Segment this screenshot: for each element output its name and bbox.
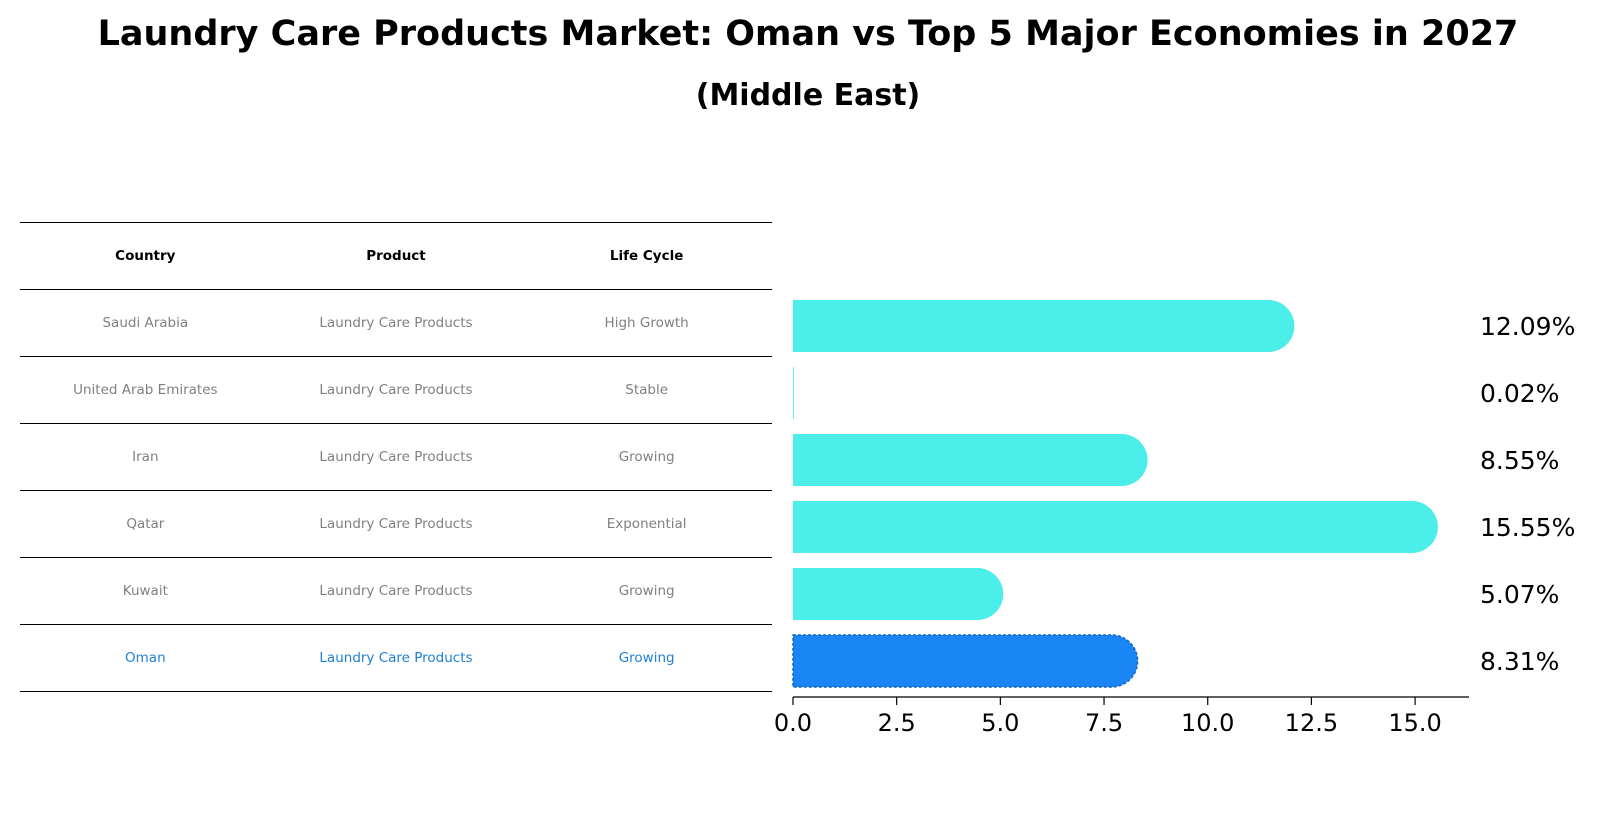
- value-label: 12.09%: [1480, 312, 1575, 341]
- x-tick-label: 15.0: [1388, 709, 1441, 737]
- cell-life-cycle: Stable: [625, 382, 669, 398]
- cell-country: Saudi Arabia: [102, 315, 189, 331]
- cell-product: Laundry Care Products: [319, 315, 473, 331]
- cell-product: Laundry Care Products: [319, 650, 473, 666]
- cell-life-cycle: Growing: [618, 650, 675, 666]
- value-label: 5.07%: [1480, 580, 1559, 609]
- cell-life-cycle: Growing: [618, 449, 675, 465]
- table-row: Qatar Laundry Care Products Exponential: [20, 491, 772, 558]
- cell-country: Oman: [125, 650, 166, 666]
- bar-kuwait: [793, 568, 1004, 620]
- cell-life-cycle: Exponential: [606, 516, 687, 532]
- cell-country: Kuwait: [122, 583, 168, 599]
- x-tick-label: 10.0: [1181, 709, 1234, 737]
- x-tick-label: 2.5: [878, 709, 916, 737]
- table-row: Saudi Arabia Laundry Care Products High …: [20, 290, 772, 357]
- table-row: Iran Laundry Care Products Growing: [20, 424, 772, 491]
- value-label: 8.55%: [1480, 446, 1559, 475]
- cell-product: Laundry Care Products: [319, 449, 473, 465]
- header-country: Country: [115, 248, 176, 264]
- table-row-highlighted: Oman Laundry Care Products Growing: [20, 625, 772, 692]
- cell-product: Laundry Care Products: [319, 583, 473, 599]
- table-row: Kuwait Laundry Care Products Growing: [20, 558, 772, 625]
- value-label: 15.55%: [1480, 513, 1575, 542]
- value-label: 0.02%: [1480, 379, 1559, 408]
- cell-life-cycle: Growing: [618, 583, 675, 599]
- table-row: United Arab Emirates Laundry Care Produc…: [20, 357, 772, 424]
- table-header-row: Country Product Life Cycle: [20, 223, 772, 290]
- cell-country: United Arab Emirates: [73, 382, 218, 398]
- cell-life-cycle: High Growth: [604, 315, 689, 331]
- bar-iran: [793, 434, 1148, 486]
- bar-qatar: [793, 501, 1438, 553]
- header-product: Product: [366, 248, 426, 264]
- comparison-table: Country Product Life Cycle Saudi Arabia …: [20, 222, 772, 692]
- x-tick-label: 5.0: [981, 709, 1019, 737]
- bar-united-arab-emirates: [793, 367, 794, 419]
- x-tick-label: 7.5: [1085, 709, 1123, 737]
- chart-subtitle: (Middle East): [695, 78, 921, 113]
- x-tick-label: 0.0: [774, 709, 812, 737]
- header-life-cycle: Life Cycle: [609, 248, 684, 264]
- chart-title: Laundry Care Products Market: Oman vs To…: [97, 14, 1519, 54]
- bar-oman: [792, 634, 1139, 688]
- cell-country: Qatar: [126, 516, 165, 532]
- bar-saudi-arabia: [793, 300, 1295, 352]
- x-tick-label: 12.5: [1285, 709, 1338, 737]
- cell-country: Iran: [132, 449, 159, 465]
- value-label: 8.31%: [1480, 647, 1559, 676]
- cell-product: Laundry Care Products: [319, 382, 473, 398]
- cell-product: Laundry Care Products: [319, 516, 473, 532]
